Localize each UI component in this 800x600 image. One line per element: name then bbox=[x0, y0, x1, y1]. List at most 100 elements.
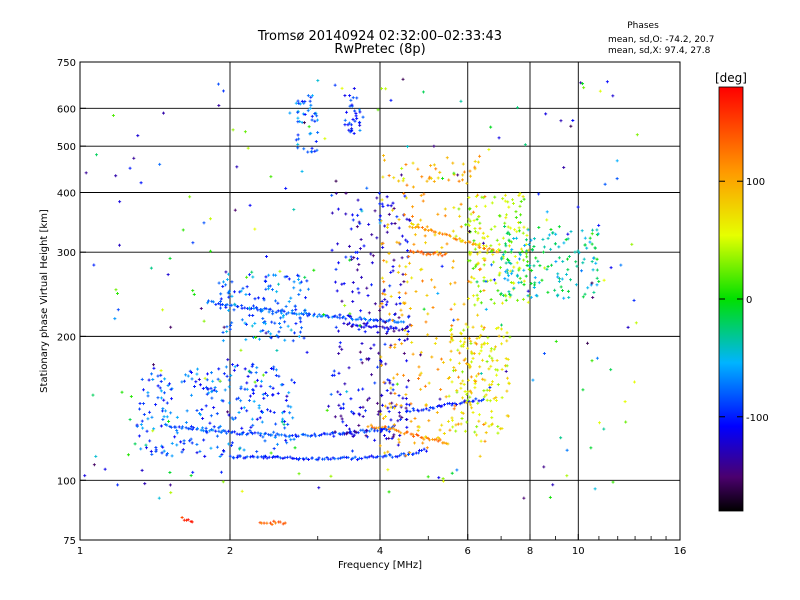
echo-point bbox=[184, 373, 188, 377]
echo-point bbox=[279, 383, 283, 387]
echo-point bbox=[481, 327, 485, 331]
echo-point bbox=[218, 379, 222, 383]
echo-point bbox=[498, 266, 502, 270]
echo-point bbox=[501, 253, 505, 257]
echo-point bbox=[393, 406, 397, 410]
echo-point bbox=[504, 213, 508, 217]
echo-point bbox=[426, 228, 430, 232]
echo-point bbox=[313, 432, 317, 436]
echo-point bbox=[269, 451, 273, 455]
echo-point bbox=[126, 453, 130, 457]
echo-point bbox=[244, 338, 248, 342]
echo-point bbox=[399, 320, 403, 324]
echo-point bbox=[338, 341, 342, 345]
echo-point bbox=[376, 319, 380, 323]
echo-point bbox=[225, 278, 229, 282]
echo-point bbox=[438, 231, 442, 235]
echo-point bbox=[448, 401, 452, 405]
echo-point bbox=[527, 267, 531, 271]
echo-point bbox=[281, 417, 285, 421]
echo-point bbox=[217, 301, 221, 305]
echo-point bbox=[503, 277, 507, 281]
echo-point bbox=[420, 448, 424, 452]
echo-point bbox=[273, 321, 277, 325]
echo-point bbox=[492, 260, 496, 264]
echo-point bbox=[634, 321, 638, 325]
phases-x-stats: mean, sd,X: 97.4, 27.8 bbox=[608, 46, 711, 56]
echo-point bbox=[480, 195, 484, 199]
echo-point bbox=[504, 298, 508, 302]
echo-point bbox=[427, 408, 431, 412]
echo-point bbox=[184, 518, 188, 522]
echo-point bbox=[229, 374, 233, 378]
echo-point bbox=[442, 441, 446, 445]
echo-point bbox=[288, 455, 292, 459]
echo-point bbox=[379, 363, 383, 367]
echo-point bbox=[410, 340, 414, 344]
echo-point bbox=[404, 397, 408, 401]
echo-point bbox=[277, 374, 281, 378]
echo-point bbox=[590, 242, 594, 246]
echo-point bbox=[221, 89, 225, 93]
echo-point bbox=[310, 150, 314, 154]
echo-point bbox=[472, 219, 476, 223]
echo-point bbox=[317, 433, 321, 437]
echo-point bbox=[397, 394, 401, 398]
echo-point bbox=[233, 208, 237, 212]
echo-point bbox=[205, 378, 209, 382]
echo-point bbox=[346, 455, 350, 459]
echo-point bbox=[255, 417, 259, 421]
echo-point bbox=[505, 389, 509, 393]
echo-point bbox=[160, 451, 164, 455]
echo-point bbox=[583, 292, 587, 296]
echo-point bbox=[590, 281, 594, 285]
echo-point bbox=[419, 435, 423, 439]
echo-point bbox=[367, 319, 371, 323]
echo-point bbox=[406, 329, 410, 333]
echo-point bbox=[170, 397, 174, 401]
echo-point bbox=[487, 383, 491, 387]
echo-point bbox=[426, 475, 430, 479]
echo-point bbox=[562, 165, 566, 169]
echo-point bbox=[357, 423, 361, 427]
echo-point bbox=[215, 434, 219, 438]
echo-point bbox=[181, 448, 185, 452]
echo-point bbox=[590, 260, 594, 264]
echo-point bbox=[538, 264, 542, 268]
echo-point bbox=[350, 325, 354, 329]
echo-point bbox=[407, 379, 411, 383]
echo-point bbox=[457, 375, 461, 379]
echo-point bbox=[245, 322, 249, 326]
echo-point bbox=[270, 320, 274, 324]
echo-point bbox=[287, 277, 291, 281]
echo-point bbox=[408, 410, 412, 414]
echo-point bbox=[398, 302, 402, 306]
echo-point bbox=[218, 299, 222, 303]
echo-point bbox=[405, 217, 409, 221]
echo-point bbox=[466, 398, 470, 402]
echo-point bbox=[262, 521, 266, 525]
echo-point bbox=[490, 201, 494, 205]
echo-point bbox=[282, 309, 286, 313]
echo-point bbox=[405, 325, 409, 329]
echo-point bbox=[264, 280, 268, 284]
echo-point bbox=[214, 429, 218, 433]
echo-point bbox=[482, 263, 486, 267]
echo-point bbox=[367, 324, 371, 328]
echo-point bbox=[260, 308, 264, 312]
echo-point bbox=[162, 449, 166, 453]
echo-point bbox=[248, 273, 252, 277]
echo-point bbox=[189, 370, 193, 374]
echo-point bbox=[489, 244, 493, 248]
echo-point bbox=[383, 451, 387, 455]
echo-point bbox=[506, 257, 510, 261]
echo-point bbox=[380, 202, 384, 206]
echo-point bbox=[448, 340, 452, 344]
echo-point bbox=[404, 163, 408, 167]
echo-point bbox=[236, 454, 240, 458]
echo-point bbox=[117, 243, 121, 247]
echo-point bbox=[443, 403, 447, 407]
echo-point bbox=[296, 99, 300, 103]
echo-point bbox=[429, 164, 433, 168]
echo-point bbox=[541, 237, 545, 241]
